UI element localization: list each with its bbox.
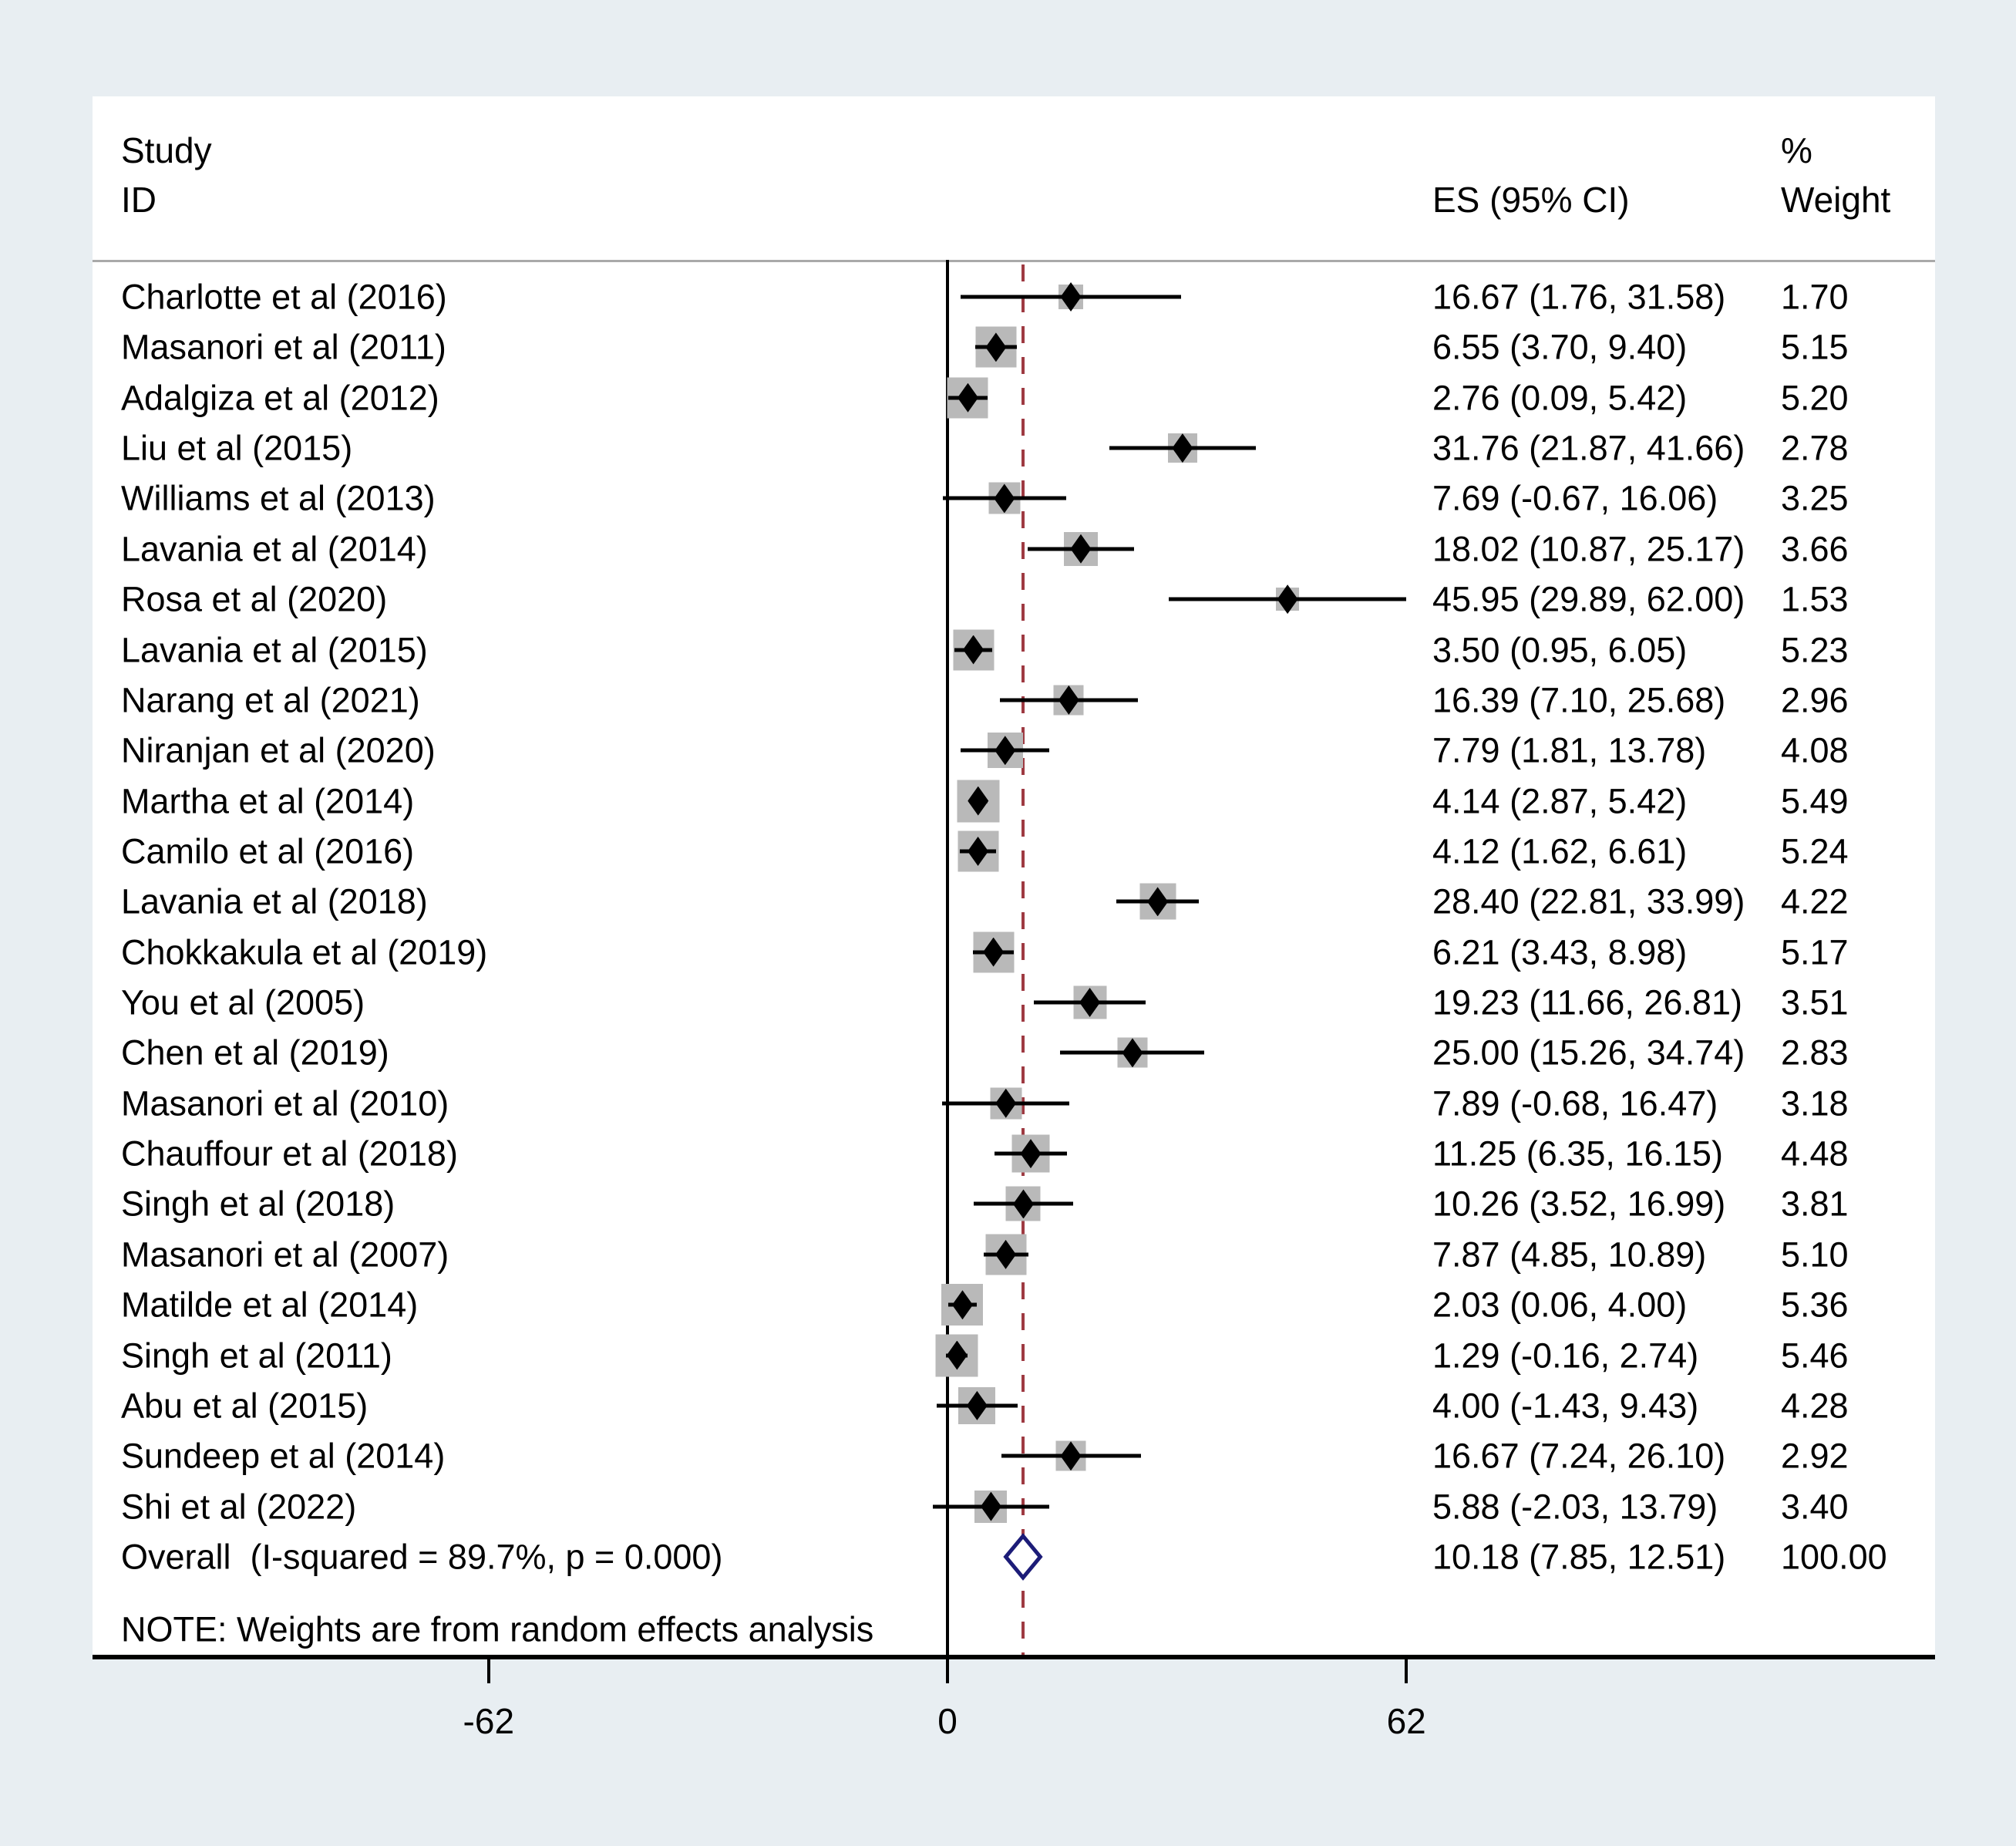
weight-value: 3.81: [1781, 1184, 1849, 1224]
study-label: Adalgiza et al (2012): [121, 378, 439, 418]
es-ci-value: 7.87 (4.85, 10.89): [1432, 1235, 1707, 1275]
study-label: Matilde et al (2014): [121, 1285, 419, 1325]
es-ci-value: 45.95 (29.89, 62.00): [1432, 579, 1745, 619]
weight-value: 5.49: [1781, 781, 1849, 821]
es-ci-value: 2.76 (0.09, 5.42): [1432, 378, 1688, 418]
weight-value: 5.20: [1781, 378, 1849, 418]
study-label: Singh et al (2018): [121, 1184, 395, 1224]
study-label: Williams et al (2013): [121, 478, 436, 518]
study-label: Chokkakula et al (2019): [121, 932, 488, 972]
weight-value: 1.53: [1781, 579, 1849, 619]
es-ci-value: 4.14 (2.87, 5.42): [1432, 781, 1688, 821]
study-label: Chen et al (2019): [121, 1032, 389, 1073]
study-label: Lavania et al (2014): [121, 529, 428, 569]
es-ci-value: 11.25 (6.35, 16.15): [1432, 1134, 1723, 1174]
weight-value: 4.48: [1781, 1134, 1849, 1174]
es-ci-value: 31.76 (21.87, 41.66): [1432, 428, 1745, 468]
header-rule: [93, 260, 1935, 262]
x-axis-tick: [486, 1657, 490, 1683]
x-axis-tick-label: -62: [463, 1701, 515, 1741]
x-axis-tick-label: 62: [1386, 1701, 1426, 1741]
weight-value: 3.25: [1781, 478, 1849, 518]
weight-value: 3.51: [1781, 982, 1849, 1022]
weight-value: 5.10: [1781, 1235, 1849, 1275]
study-label: Chauffour et al (2018): [121, 1134, 458, 1174]
column-header-es-ci: ES (95% CI): [1432, 180, 1630, 220]
study-label: Sundeep et al (2014): [121, 1436, 446, 1476]
weight-value: 4.28: [1781, 1386, 1849, 1426]
note-text: NOTE: Weights are from random effects an…: [121, 1609, 874, 1649]
overall-diamond: [1003, 1533, 1043, 1581]
es-ci-value: 5.88 (-2.03, 13.79): [1432, 1487, 1718, 1527]
column-header-percent: %: [1781, 130, 1812, 170]
es-ci-value: 7.69 (-0.67, 16.06): [1432, 478, 1718, 518]
weight-value: 2.78: [1781, 428, 1849, 468]
study-label: Lavania et al (2018): [121, 881, 428, 921]
study-label: Charlotte et al (2016): [121, 277, 447, 317]
es-ci-value: 6.21 (3.43, 8.98): [1432, 932, 1688, 972]
es-ci-value: 4.00 (-1.43, 9.43): [1432, 1386, 1699, 1426]
weight-value: 2.92: [1781, 1436, 1849, 1476]
es-ci-value: 7.79 (1.81, 13.78): [1432, 730, 1707, 770]
study-label: Camilo et al (2016): [121, 831, 415, 871]
weight-value: 3.40: [1781, 1487, 1849, 1527]
study-label: Masanori et al (2007): [121, 1235, 449, 1275]
weight-value: 3.18: [1781, 1083, 1849, 1123]
weight-value: 5.46: [1781, 1336, 1849, 1376]
study-label: Martha et al (2014): [121, 781, 415, 821]
es-ci-value: 25.00 (15.26, 34.74): [1432, 1032, 1745, 1073]
weight-value: 5.24: [1781, 831, 1849, 871]
weight-value: 4.08: [1781, 730, 1849, 770]
weight-value: 3.66: [1781, 529, 1849, 569]
study-label: Abu et al (2015): [121, 1386, 369, 1426]
es-ci-value: 6.55 (3.70, 9.40): [1432, 327, 1688, 367]
es-ci-value: 3.50 (0.95, 6.05): [1432, 630, 1688, 670]
column-header-study: Study: [121, 130, 212, 170]
weight-value: 5.17: [1781, 932, 1849, 972]
weight-value: 5.36: [1781, 1285, 1849, 1325]
es-ci-value: 1.29 (-0.16, 2.74): [1432, 1336, 1699, 1376]
study-label: Rosa et al (2020): [121, 579, 388, 619]
study-label: Masanori et al (2011): [121, 327, 446, 367]
study-label: Singh et al (2011): [121, 1336, 392, 1376]
weight-value: 5.23: [1781, 630, 1849, 670]
study-label: Masanori et al (2010): [121, 1083, 449, 1123]
es-ci-value: 4.12 (1.62, 6.61): [1432, 831, 1688, 871]
x-axis-tick: [1405, 1657, 1409, 1683]
weight-value: 5.15: [1781, 327, 1849, 367]
weight-value: 2.96: [1781, 680, 1849, 720]
overall-es-ci-value: 10.18 (7.85, 12.51): [1432, 1537, 1726, 1577]
x-axis-tick-label: 0: [937, 1701, 958, 1741]
zero-line: [946, 260, 949, 1683]
column-header-id: ID: [121, 180, 157, 220]
study-label: Liu et al (2015): [121, 428, 353, 468]
column-header-weight: Weight: [1781, 180, 1891, 220]
overall-label: Overall (I-squared = 89.7%, p = 0.000): [121, 1537, 723, 1577]
es-ci-value: 10.26 (3.52, 16.99): [1432, 1184, 1726, 1224]
study-label: Niranjan et al (2020): [121, 730, 436, 770]
es-ci-value: 2.03 (0.06, 4.00): [1432, 1285, 1688, 1325]
study-label: You et al (2005): [121, 982, 365, 1022]
es-ci-value: 7.89 (-0.68, 16.47): [1432, 1083, 1718, 1123]
es-ci-value: 16.67 (7.24, 26.10): [1432, 1436, 1726, 1476]
study-label: Shi et al (2022): [121, 1487, 357, 1527]
es-ci-value: 19.23 (11.66, 26.81): [1432, 982, 1742, 1022]
x-axis-line: [93, 1655, 1935, 1659]
x-axis-tick: [946, 1657, 949, 1683]
es-ci-value: 16.67 (1.76, 31.58): [1432, 277, 1726, 317]
overall-reference-line: [1021, 264, 1025, 1657]
weight-value: 1.70: [1781, 277, 1849, 317]
study-label: Lavania et al (2015): [121, 630, 428, 670]
overall-weight-value: 100.00: [1781, 1537, 1887, 1577]
study-label: Narang et al (2021): [121, 680, 420, 720]
es-ci-value: 16.39 (7.10, 25.68): [1432, 680, 1726, 720]
es-ci-value: 18.02 (10.87, 25.17): [1432, 529, 1745, 569]
weight-value: 2.83: [1781, 1032, 1849, 1073]
weight-value: 4.22: [1781, 881, 1849, 921]
es-ci-value: 28.40 (22.81, 33.99): [1432, 881, 1745, 921]
